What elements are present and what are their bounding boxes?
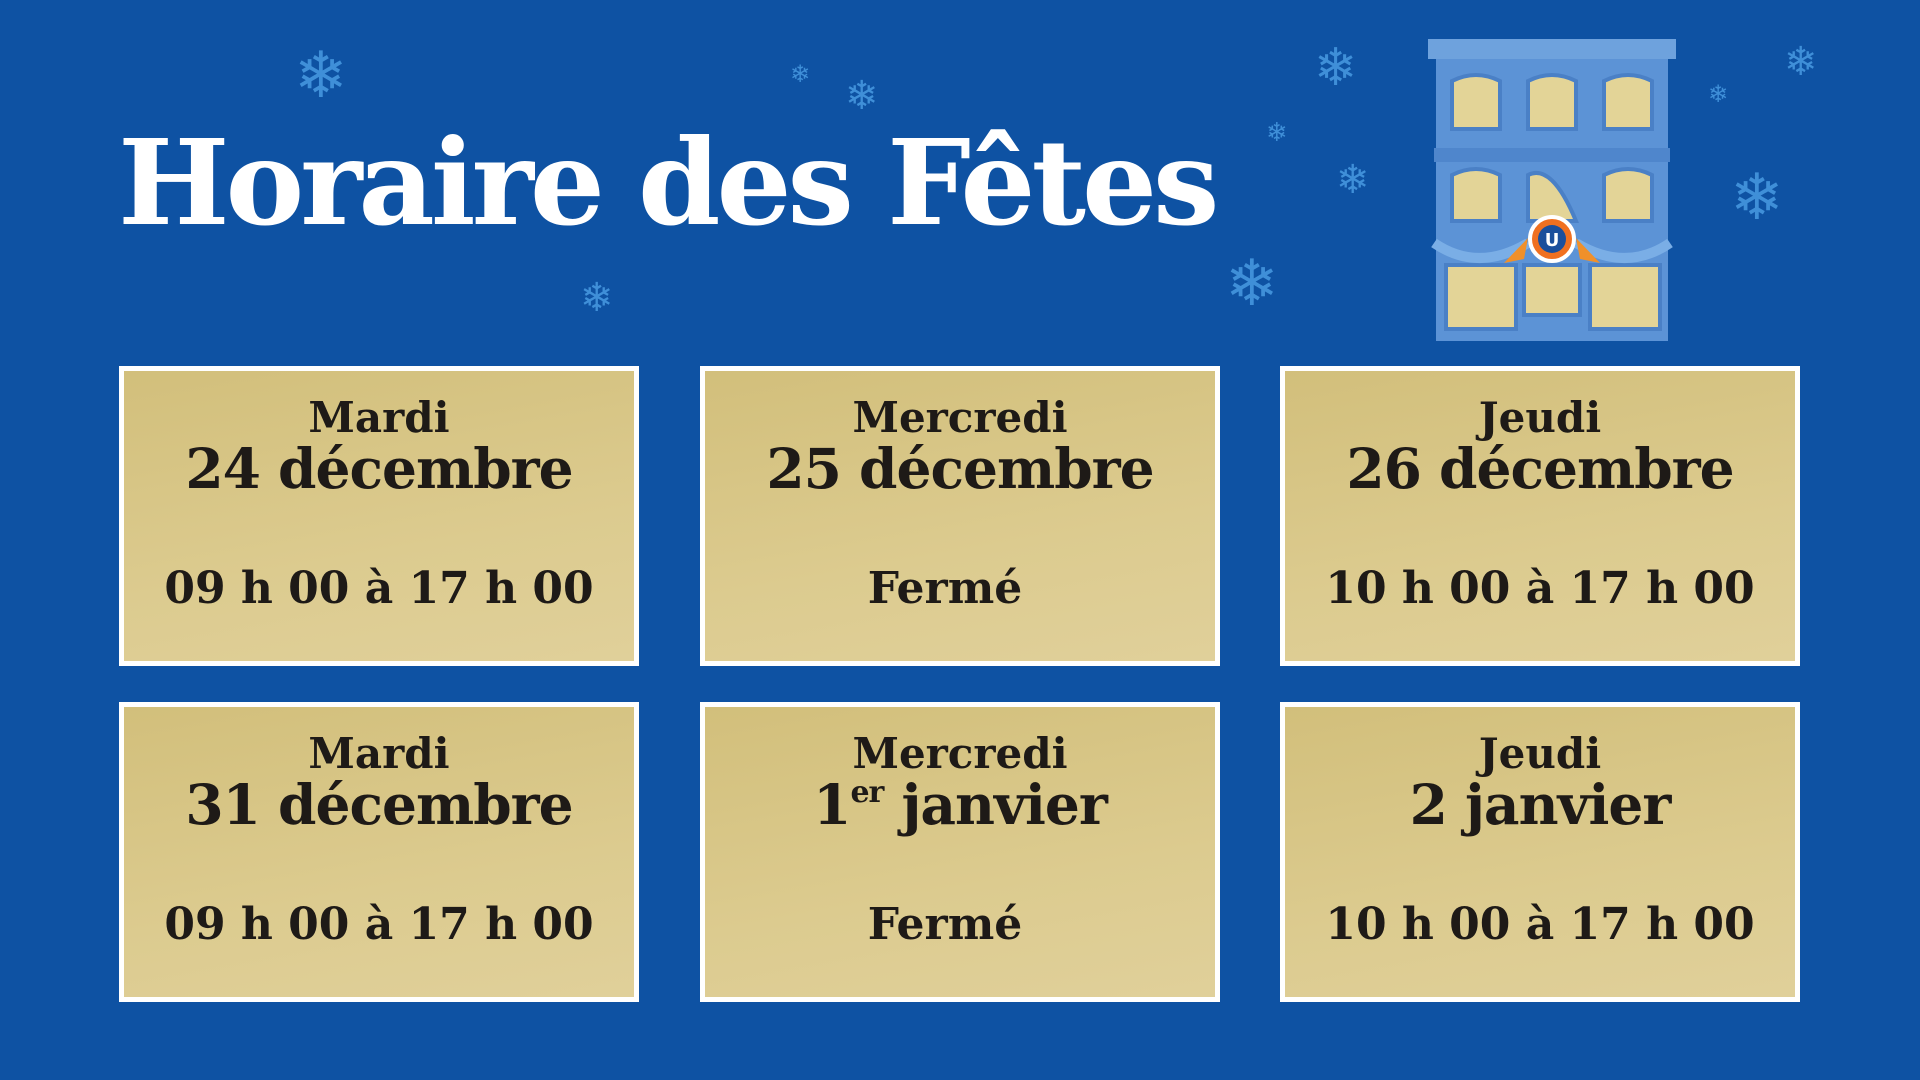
- card-day: Jeudi: [1478, 729, 1602, 778]
- store-logo: U: [1545, 230, 1560, 251]
- card-day: Mardi: [308, 393, 450, 442]
- schedule-card: Mercredi 25 décembre Fermé: [700, 366, 1220, 666]
- snowflake-icon: ❄: [1266, 118, 1288, 148]
- card-date: 24 décembre: [185, 436, 573, 501]
- schedule-card: Jeudi 2 janvier 10 h 00 à 17 h 00: [1280, 702, 1800, 1002]
- card-date: 25 décembre: [766, 436, 1154, 501]
- card-day: Mercredi: [852, 729, 1068, 778]
- card-hours: 10 h 00 à 17 h 00: [1325, 563, 1755, 614]
- snowflake-icon: ❄: [1730, 161, 1784, 235]
- snowflake-icon: ❄: [1225, 247, 1279, 321]
- card-date: 2 janvier: [1409, 772, 1672, 837]
- snowflake-icon: ❄: [845, 73, 879, 119]
- schedule-card: Mardi 24 décembre 09 h 00 à 17 h 00: [119, 366, 639, 666]
- card-date: 26 décembre: [1346, 436, 1734, 501]
- card-hours: 09 h 00 à 17 h 00: [164, 899, 594, 950]
- snowflake-icon: ❄: [580, 275, 614, 321]
- card-hours: Fermé: [867, 899, 1023, 950]
- card-hours: 09 h 00 à 17 h 00: [164, 563, 594, 614]
- card-hours: Fermé: [867, 563, 1023, 614]
- snowflake-icon: ❄: [1336, 157, 1370, 203]
- schedule-card: Mardi 31 décembre 09 h 00 à 17 h 00: [119, 702, 639, 1002]
- snowflake-icon: ❄: [1784, 39, 1818, 85]
- snowflake-icon: ❄: [1708, 80, 1729, 108]
- snowflake-icon: ❄: [294, 39, 348, 113]
- page-title: Horaire des Fêtes: [118, 113, 1219, 252]
- card-day: Mercredi: [852, 393, 1068, 442]
- card-date: 1er janvier: [813, 772, 1108, 837]
- snowflake-icon: ❄: [790, 60, 811, 88]
- snowflake-icon: ❄: [1314, 38, 1358, 98]
- schedule-card: Mercredi 1er janvier Fermé: [700, 702, 1220, 1002]
- card-day: Jeudi: [1478, 393, 1602, 442]
- card-day: Mardi: [308, 729, 450, 778]
- card-date: 31 décembre: [185, 772, 573, 837]
- card-hours: 10 h 00 à 17 h 00: [1325, 899, 1755, 950]
- store-building-illustration: U: [1428, 39, 1676, 341]
- schedule-card: Jeudi 26 décembre 10 h 00 à 17 h 00: [1280, 366, 1800, 666]
